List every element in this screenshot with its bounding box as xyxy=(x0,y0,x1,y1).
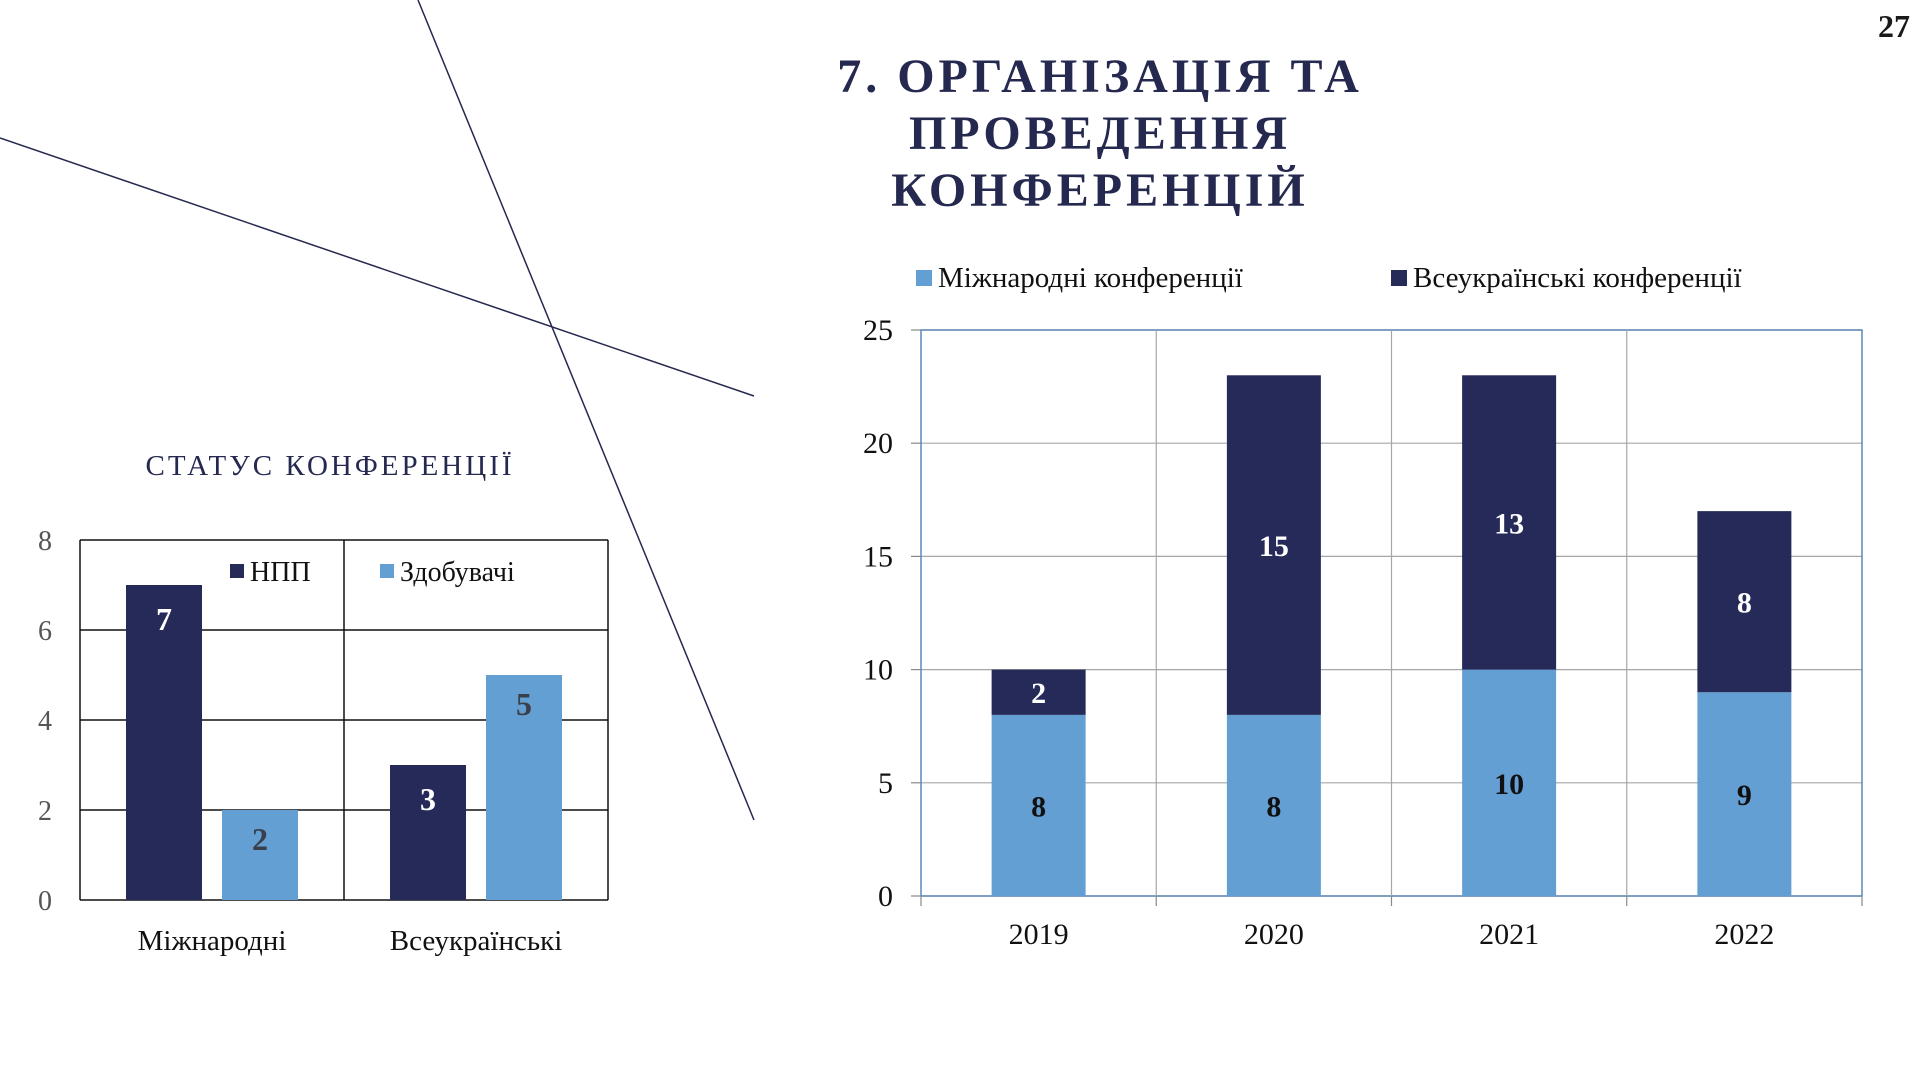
data-label: 5 xyxy=(516,686,532,722)
legend-swatch xyxy=(1391,270,1407,286)
decorative-line-2 xyxy=(417,0,755,821)
stacked-bar-segment xyxy=(1697,692,1792,896)
y-tick-label: 2 xyxy=(38,796,52,827)
bar xyxy=(486,675,562,900)
data-label: 8 xyxy=(1737,587,1752,620)
bar xyxy=(222,810,298,900)
data-label: 8 xyxy=(1031,790,1046,823)
legend-label: Здобувачі xyxy=(400,557,515,588)
legend-swatch xyxy=(916,270,932,286)
slide-title-line-2: КОНФЕРЕНЦІЙ xyxy=(891,164,1309,217)
y-tick-label: 4 xyxy=(38,706,52,737)
stacked-bar-segment xyxy=(991,669,1086,715)
stacked-bar-segment xyxy=(1226,714,1321,896)
legend-label: Всеукраїнські конференції xyxy=(1413,262,1742,294)
stacked-bar-segment xyxy=(1697,511,1792,693)
stacked-bar-segment xyxy=(1462,669,1557,896)
slide-title: 7. ОРГАНІЗАЦІЯ ТА ПРОВЕДЕННЯ КОНФЕРЕНЦІЙ xyxy=(650,48,1550,219)
y-tick-label: 6 xyxy=(38,616,52,647)
y-tick-label: 10 xyxy=(863,654,893,687)
x-tick-label: Міжнародні xyxy=(138,925,287,957)
legend-label: НПП xyxy=(250,557,311,588)
y-tick-label: 8 xyxy=(38,526,52,557)
legend-swatch xyxy=(230,564,244,578)
y-tick-label: 25 xyxy=(863,314,893,347)
y-tick-label: 0 xyxy=(878,880,893,913)
data-label: 7 xyxy=(156,601,172,637)
data-label: 10 xyxy=(1494,768,1524,801)
y-tick-label: 5 xyxy=(878,767,893,800)
data-label: 13 xyxy=(1494,507,1524,540)
stacked-bar-segment xyxy=(991,714,1086,896)
data-label: 9 xyxy=(1737,779,1752,812)
legend-label: Міжнародні конференції xyxy=(938,262,1243,294)
data-label: 3 xyxy=(420,781,436,817)
x-tick-label: 2019 xyxy=(1009,918,1069,951)
page-number: 27 xyxy=(1878,8,1910,44)
stacked-bar-segment xyxy=(1226,375,1321,715)
decorative-line-1 xyxy=(0,137,755,397)
x-tick-label: Всеукраїнські xyxy=(390,925,563,957)
data-label: 2 xyxy=(252,821,268,857)
bar xyxy=(126,585,202,900)
stacked-bar-segment xyxy=(1462,375,1557,670)
legend-swatch xyxy=(380,564,394,578)
x-tick-label: 2022 xyxy=(1714,918,1774,951)
slide-title-line-1: 7. ОРГАНІЗАЦІЯ ТА ПРОВЕДЕННЯ xyxy=(837,50,1363,160)
y-tick-label: 0 xyxy=(38,886,52,917)
data-label: 8 xyxy=(1266,790,1281,823)
data-label: 2 xyxy=(1031,677,1046,710)
x-tick-label: 2021 xyxy=(1479,918,1539,951)
bar xyxy=(390,765,466,900)
x-tick-label: 2020 xyxy=(1244,918,1304,951)
y-tick-label: 20 xyxy=(863,427,893,460)
left-chart-title: СТАТУС КОНФЕРЕНЦІЇ xyxy=(145,450,515,482)
y-tick-label: 15 xyxy=(863,540,893,573)
data-label: 15 xyxy=(1259,530,1289,563)
